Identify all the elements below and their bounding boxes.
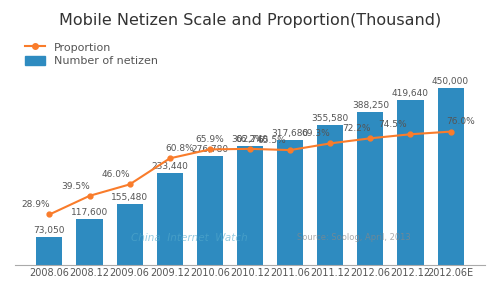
Text: 302,740: 302,740 xyxy=(232,135,268,144)
Text: 65.5%: 65.5% xyxy=(258,136,286,145)
Bar xyxy=(438,88,464,265)
Text: 39.5%: 39.5% xyxy=(61,181,90,191)
Bar xyxy=(317,125,344,265)
Text: 66.2%: 66.2% xyxy=(236,135,264,144)
Text: 233,440: 233,440 xyxy=(152,162,188,171)
Bar xyxy=(116,204,142,265)
Text: 73,050: 73,050 xyxy=(34,226,65,235)
Text: 276,780: 276,780 xyxy=(192,145,228,154)
Title: Mobile Netizen Scale and Proportion(Thousand): Mobile Netizen Scale and Proportion(Thou… xyxy=(59,13,441,28)
Text: 355,580: 355,580 xyxy=(312,114,349,123)
Text: 317,680: 317,680 xyxy=(272,129,308,138)
Text: 28.9%: 28.9% xyxy=(21,200,50,209)
Text: Source: Soolog, April, 2013: Source: Soolog, April, 2013 xyxy=(296,233,410,242)
Text: 65.9%: 65.9% xyxy=(196,135,224,144)
Bar xyxy=(277,140,303,265)
Text: China  Internet  Watch: China Internet Watch xyxy=(130,233,248,243)
Text: 76.0%: 76.0% xyxy=(446,117,475,126)
Text: 419,640: 419,640 xyxy=(392,89,429,98)
Bar xyxy=(237,146,263,265)
Text: 46.0%: 46.0% xyxy=(102,170,130,179)
Text: 117,600: 117,600 xyxy=(71,208,108,217)
Text: 450,000: 450,000 xyxy=(432,77,469,86)
Text: 388,250: 388,250 xyxy=(352,101,389,110)
Text: 69.3%: 69.3% xyxy=(302,129,330,138)
Text: 155,480: 155,480 xyxy=(111,193,148,202)
Bar xyxy=(156,173,183,265)
Bar xyxy=(197,156,223,265)
Text: 60.8%: 60.8% xyxy=(166,144,194,153)
Bar xyxy=(76,219,102,265)
Bar xyxy=(36,237,62,265)
Legend: Proportion, Number of netizen: Proportion, Number of netizen xyxy=(26,42,158,66)
Text: 74.5%: 74.5% xyxy=(378,120,406,129)
Bar xyxy=(398,100,423,265)
Bar xyxy=(358,112,384,265)
Text: 72.2%: 72.2% xyxy=(342,124,370,133)
